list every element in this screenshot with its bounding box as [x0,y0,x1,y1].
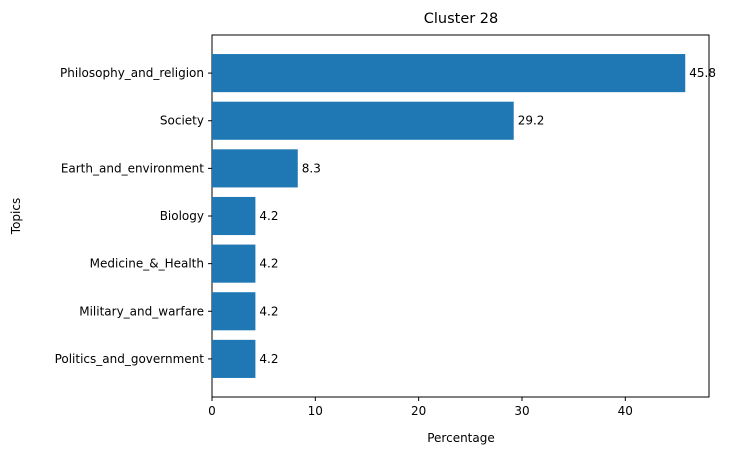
data-label-2: 8.3 [302,161,321,175]
y-axis-label: Topics [9,198,23,235]
bars-group: 45.8 29.2 8.3 4.2 4.2 4.2 4.2 [212,54,716,378]
bar-6 [212,339,256,378]
bar-5 [212,292,256,331]
y-tick-label-1: Society [160,114,204,128]
x-tick-label-3: 30 [514,404,529,418]
bar-3 [212,196,256,236]
x-tick-label-1: 10 [308,404,323,418]
bar-2 [212,149,298,188]
data-label-4: 4.2 [259,257,278,271]
bar-4 [212,244,256,283]
chart-title: Cluster 28 [424,11,499,27]
data-label-3: 4.2 [259,209,278,223]
data-label-0: 45.8 [689,66,716,80]
data-label-5: 4.2 [259,304,278,318]
y-tick-label-2: Earth_and_environment [61,161,204,175]
data-label-6: 4.2 [259,352,278,366]
data-label-1: 29.2 [518,114,545,128]
x-tick-label-0: 0 [208,404,216,418]
x-tick-label-2: 20 [411,404,426,418]
x-axis-ticks: 0 10 20 30 40 [208,397,633,418]
x-axis-label: Percentage [427,431,495,445]
bar-1 [212,101,514,140]
y-tick-label-3: Biology [160,209,204,223]
y-tick-label-5: Military_and_warfare [79,304,204,318]
bar-0 [212,54,686,93]
y-tick-label-0: Philosophy_and_religion [60,66,204,80]
y-axis-ticks: Philosophy_and_religion Society Earth_and_… [55,66,212,366]
y-tick-label-6: Politics_and_government [55,352,205,366]
x-tick-label-4: 40 [618,404,633,418]
y-tick-label-4: Medicine_&_Health [90,257,204,271]
